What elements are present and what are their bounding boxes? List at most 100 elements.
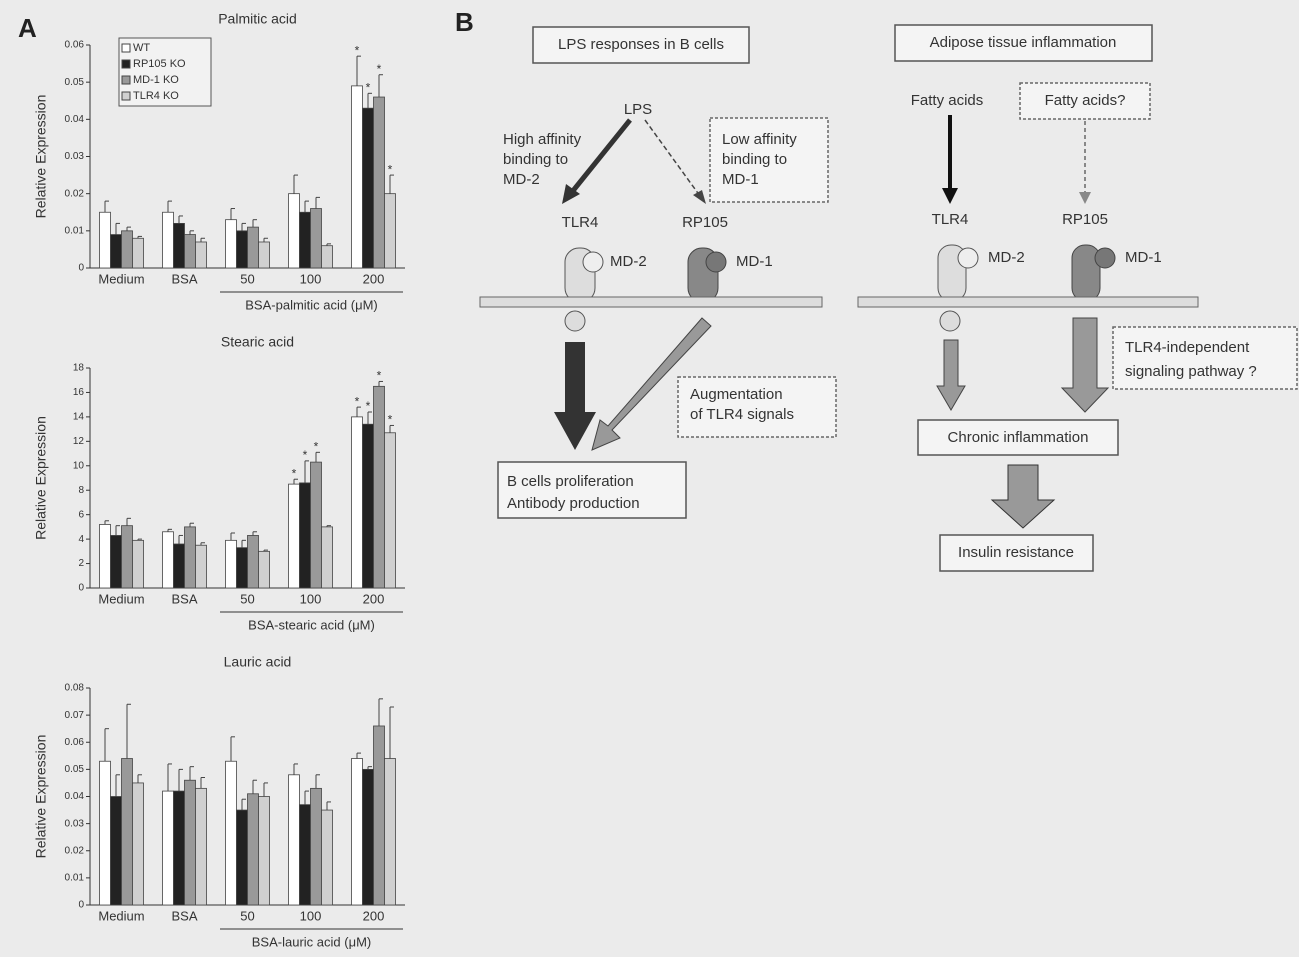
y-axis-label: Relative Expression xyxy=(33,416,49,540)
y-tick-label: 0.01 xyxy=(65,225,85,236)
bar xyxy=(100,761,111,905)
bar xyxy=(374,97,385,268)
bar xyxy=(174,791,185,905)
bar xyxy=(374,726,385,905)
ligand: Fatty acids xyxy=(911,92,984,109)
y-axis-label: Relative Expression xyxy=(33,735,49,859)
bar xyxy=(385,194,396,268)
diagram-adipose: Adipose tissue inflammation Fatty acids … xyxy=(858,25,1297,571)
y-tick-label: 16 xyxy=(73,387,85,398)
y-tick-label: 0.06 xyxy=(65,737,85,748)
outcome-text: Insulin resistance xyxy=(958,544,1074,561)
x-tick-label: BSA xyxy=(171,271,197,286)
diagram-title: Adipose tissue inflammation xyxy=(930,34,1117,51)
bar xyxy=(259,551,270,588)
y-tick-label: 0.01 xyxy=(65,873,85,884)
bar xyxy=(300,212,311,268)
bar xyxy=(352,86,363,268)
x-tick-label: 200 xyxy=(363,908,385,923)
significance: * xyxy=(366,399,371,413)
y-tick-label: 0.08 xyxy=(65,683,85,694)
md2 xyxy=(583,252,603,272)
bar xyxy=(226,540,237,588)
bar xyxy=(111,235,122,268)
group-label: BSA-stearic acid (μM) xyxy=(248,617,375,632)
chart-title: Lauric acid xyxy=(224,654,292,670)
diagram-lps: LPS responses in B cells LPS High affini… xyxy=(480,27,836,518)
group-label: BSA-palmitic acid (μM) xyxy=(245,297,377,312)
bar xyxy=(185,527,196,588)
y-tick-label: 0 xyxy=(78,263,84,274)
bar xyxy=(122,759,133,905)
note-text: signaling pathway ? xyxy=(1125,363,1257,380)
bar xyxy=(196,545,207,588)
panel-label: A xyxy=(18,13,37,43)
x-tick-label: BSA xyxy=(171,591,197,606)
legend-label: WT xyxy=(133,42,150,54)
bar xyxy=(311,788,322,905)
significance: * xyxy=(303,448,308,462)
bar xyxy=(111,797,122,906)
bar xyxy=(248,535,259,588)
bar xyxy=(237,810,248,905)
x-tick-label: Medium xyxy=(98,271,144,286)
bar xyxy=(374,386,385,588)
coreceptor-label: MD-1 xyxy=(1125,249,1162,266)
legend-label: RP105 KO xyxy=(133,58,186,70)
y-tick-label: 6 xyxy=(78,509,84,520)
bar xyxy=(352,759,363,905)
x-tick-label: 100 xyxy=(300,271,322,286)
md2 xyxy=(958,248,978,268)
y-tick-label: 0.04 xyxy=(65,791,85,802)
significance: * xyxy=(355,394,360,408)
y-tick-label: 0.02 xyxy=(65,188,85,199)
legend-label: MD-1 KO xyxy=(133,74,179,86)
bar xyxy=(248,794,259,905)
y-tick-label: 12 xyxy=(73,436,85,447)
bar xyxy=(237,548,248,588)
outcome-text: B cells proliferation xyxy=(507,473,634,490)
significance: * xyxy=(355,43,360,57)
bar xyxy=(289,775,300,905)
legend-swatch xyxy=(122,76,130,84)
y-tick-label: 0.05 xyxy=(65,77,85,88)
panel-label: B xyxy=(455,7,474,37)
arrow xyxy=(645,120,700,196)
y-tick-label: 0.06 xyxy=(65,40,85,51)
affinity-text: Low affinity xyxy=(722,131,797,148)
figure: A B LPS responses in B cells LPS High af… xyxy=(0,0,1299,957)
membrane xyxy=(858,297,1198,307)
receptor-label: RP105 xyxy=(1062,211,1108,228)
bar xyxy=(133,783,144,905)
receptor-label: TLR4 xyxy=(562,214,599,231)
bar xyxy=(322,527,333,588)
bar xyxy=(363,108,374,268)
y-axis-label: Relative Expression xyxy=(33,95,49,219)
bar xyxy=(363,769,374,905)
signal-arrow xyxy=(1062,318,1108,412)
bar xyxy=(163,212,174,268)
arrowhead xyxy=(693,190,706,204)
y-tick-label: 18 xyxy=(73,363,85,374)
bar xyxy=(385,759,396,905)
y-tick-label: 0.02 xyxy=(65,845,85,856)
y-tick-label: 0 xyxy=(78,900,84,911)
y-tick-label: 8 xyxy=(78,485,84,496)
legend-swatch xyxy=(122,60,130,68)
bar xyxy=(289,194,300,268)
legend-label: TLR4 KO xyxy=(133,90,179,102)
x-tick-label: 100 xyxy=(300,591,322,606)
md1 xyxy=(1095,248,1115,268)
bar xyxy=(322,246,333,268)
ligand: LPS xyxy=(624,101,652,118)
diagram-title: LPS responses in B cells xyxy=(558,36,724,53)
coreceptor-label: MD-2 xyxy=(610,253,647,270)
coreceptor-label: MD-2 xyxy=(988,249,1025,266)
arrowhead xyxy=(942,188,958,204)
signal-arrow xyxy=(992,465,1054,528)
bar xyxy=(300,483,311,588)
x-tick-label: 50 xyxy=(240,908,254,923)
y-tick-label: 0 xyxy=(78,583,84,594)
receptor-label: TLR4 xyxy=(932,211,969,228)
y-tick-label: 14 xyxy=(73,412,85,423)
